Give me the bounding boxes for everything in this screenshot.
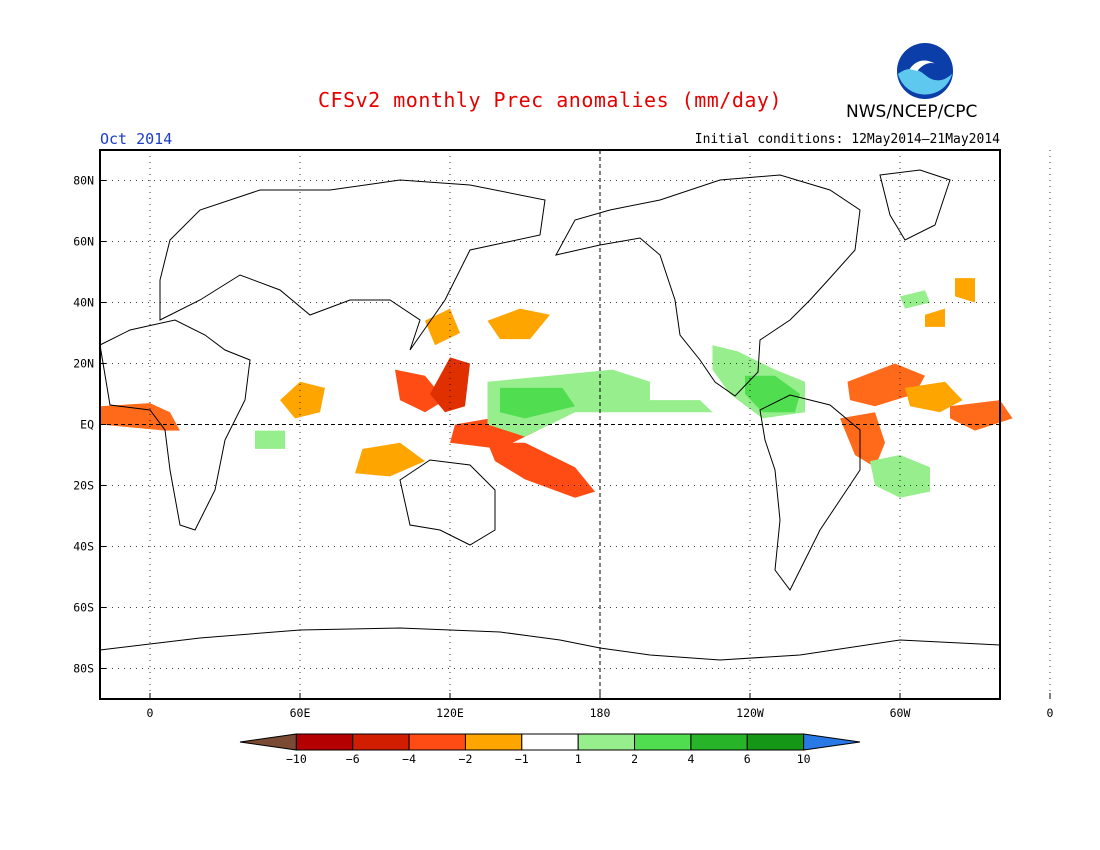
x-tick-label: 0 [1047,706,1054,720]
graticule [100,150,1051,699]
colorbar-label: 10 [797,752,811,766]
map-title: CFSv2 monthly Prec anomalies (mm/day) [317,88,783,112]
anomaly-region-dry [355,442,425,477]
anomaly-region-dry [840,412,885,468]
anomaly-region-dry [395,369,445,413]
x-tick-label: 0 [147,706,154,720]
y-tick-label: 60S [73,601,94,615]
anomaly-region-dry [100,403,180,431]
anomaly-region-dry [847,363,925,407]
y-tick-label: EQ [80,418,94,432]
greenland-outline [879,169,951,241]
colorbar-swatch [352,733,410,751]
anomaly-region-dry [925,308,945,327]
colorbar-swatch [690,733,748,751]
x-tick-label: 120W [736,706,764,720]
colorbar-swatch [577,733,636,751]
y-tick-label: 20N [73,357,94,371]
colorbar-swatch [634,733,692,751]
colorbar-label: 1 [575,752,582,766]
colorbar-label: −2 [459,752,473,766]
anomaly-layer [100,278,1013,498]
coastlines [99,169,1001,661]
anomaly-region-dry [487,308,550,340]
colorbar-swatch [746,733,805,751]
antarctica-outline [99,627,1001,661]
anomaly-region-dry [425,308,460,346]
anomaly-region-wet [870,455,930,498]
x-tick-label: 60W [890,706,911,720]
axis-labels: 80N 60N 40N 20N EQ 20S 40S 60S 80S 0 60E 120E 180 120… [73,174,1053,721]
colorbar-swatch [464,733,523,751]
colorbar-label: 2 [631,752,638,766]
anomaly-region-wet [255,430,285,449]
anomaly-region-dry [280,381,325,419]
colorbar-swatch [408,733,466,751]
y-tick-label: 80N [73,174,94,188]
north-america-outline [555,174,861,397]
noaa-logo-icon [896,42,954,100]
colorbar-swatch [295,733,354,751]
anomaly-region-dry [905,381,963,413]
colorbar-label: −10 [286,752,307,766]
anomaly-region-wet [500,387,575,419]
colorbar-label: −4 [402,752,416,766]
y-tick-label: 40S [73,540,94,554]
x-tick-label: 60E [290,706,311,720]
eurasia-outline [159,179,546,351]
anomaly-region-wet [900,290,930,309]
colorbar-label: 4 [687,752,694,766]
colorbar-arrow-low [239,733,297,751]
x-tick-label: 120E [436,706,464,720]
colorbar-label: −1 [515,752,529,766]
initial-conditions: Initial conditions: 12May2014–21May2014 [694,132,1000,147]
anomaly-region-dry [487,442,595,498]
x-tick-label: 180 [590,706,611,720]
australia-outline [399,459,496,546]
colorbar-label: 6 [744,752,751,766]
anomaly-region-dry [955,278,975,303]
south-america-outline [759,394,861,591]
y-tick-label: 60N [73,235,94,249]
colorbar-label: −6 [346,752,360,766]
forecast-month: Oct 2014 [100,130,173,148]
anomaly-region-wet [745,375,800,413]
colorbar-arrow-high [803,733,861,751]
y-tick-label: 40N [73,296,94,310]
y-tick-label: 20S [73,479,94,493]
colorbar: −10 −6 −4 −2 −1 1 2 4 6 10 [239,733,861,766]
africa-outline [99,319,251,531]
y-tick-label: 80S [73,662,94,676]
anomaly-region-wet [575,400,713,413]
agency-label: NWS/NCEP/CPC [846,102,978,122]
anomaly-region-dry [950,400,1013,431]
colorbar-swatch [521,733,579,751]
